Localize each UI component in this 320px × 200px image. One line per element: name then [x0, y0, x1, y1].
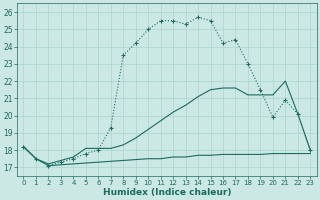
X-axis label: Humidex (Indice chaleur): Humidex (Indice chaleur) — [103, 188, 231, 197]
